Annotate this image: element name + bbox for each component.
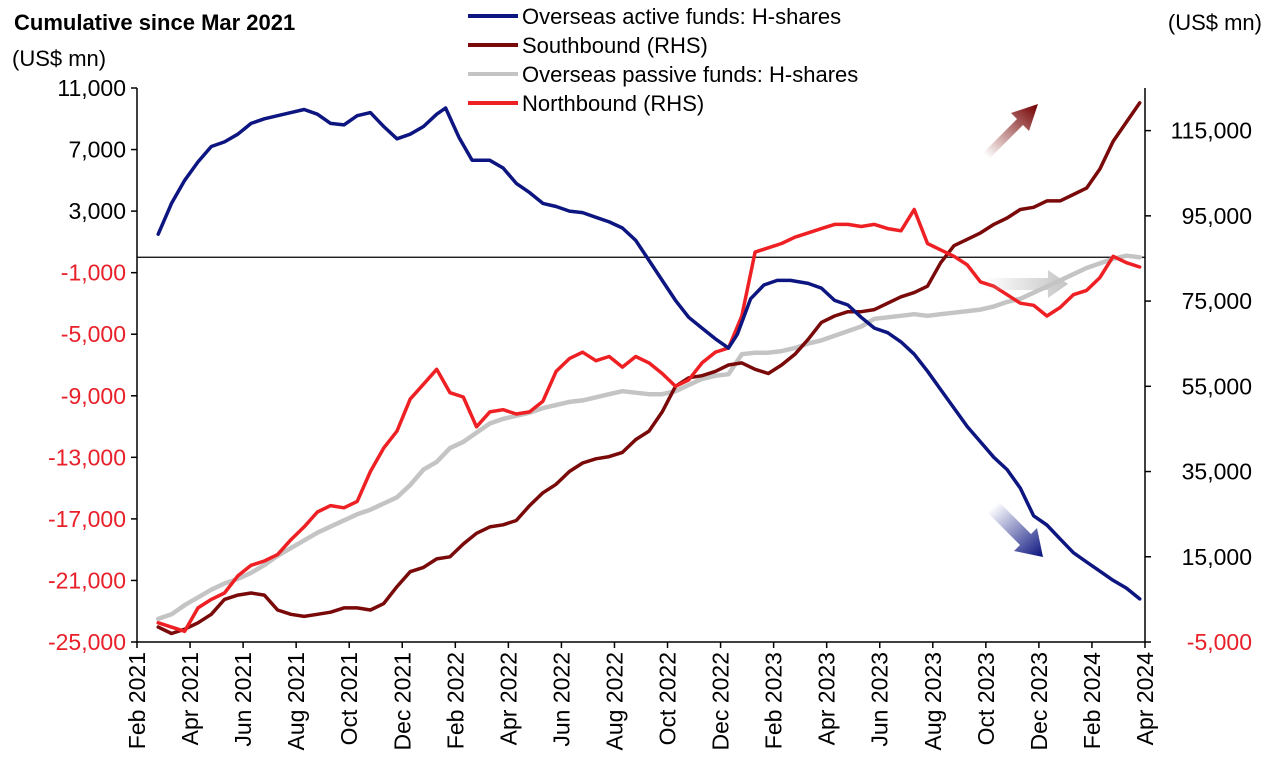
x-tick-label: Dec 2021 xyxy=(389,652,415,750)
trend-arrows xyxy=(981,104,1068,557)
x-tick-label: Apr 2024 xyxy=(1132,652,1158,746)
left-tick-label: 7,000 xyxy=(68,137,126,163)
left-axis: 11,000 7,000 3,000 -1,000 -5,000 -9,000 -13,00… xyxy=(48,75,138,655)
legend-label: Overseas passive funds: H-shares xyxy=(522,62,858,87)
series-layer xyxy=(155,101,1142,636)
chart-title: Cumulative since Mar 2021 xyxy=(14,10,295,35)
right-tick-label: -5,000 xyxy=(1187,629,1252,655)
x-tick-label: Dec 2022 xyxy=(708,652,734,750)
x-tick-label: Aug 2023 xyxy=(920,652,946,750)
left-axis-unit: (US$ mn) xyxy=(12,46,106,71)
right-tick-label: 55,000 xyxy=(1182,373,1252,399)
legend-item-overseas-active: Overseas active funds: H-shares xyxy=(468,4,841,29)
x-tick-label: Feb 2023 xyxy=(761,652,787,749)
left-tick-label: -9,000 xyxy=(61,383,126,409)
left-tick-label: -25,000 xyxy=(48,629,126,655)
x-tick-label: Dec 2023 xyxy=(1026,652,1052,750)
x-tick-label: Jun 2023 xyxy=(867,652,893,747)
x-tick-label: Oct 2023 xyxy=(973,652,999,745)
series-line-southbound xyxy=(156,101,1142,636)
x-tick-label: Apr 2023 xyxy=(814,652,840,745)
southbound-trend-arrow xyxy=(981,104,1038,161)
series-line-northbound xyxy=(156,207,1142,634)
left-tick-label: 11,000 xyxy=(57,75,126,101)
right-tick-label: 15,000 xyxy=(1182,544,1252,570)
legend-item-overseas-passive: Overseas passive funds: H-shares xyxy=(468,62,858,87)
x-tick-label: Oct 2022 xyxy=(655,652,681,745)
x-axis: Feb 2021 Apr 2021 Jun 2021 Aug 2021 Oct 2021… xyxy=(124,641,1158,750)
left-tick-label: -1,000 xyxy=(61,260,126,286)
x-tick-label: Aug 2022 xyxy=(601,652,627,750)
left-tick-label: -17,000 xyxy=(48,506,126,532)
x-tick-label: Oct 2021 xyxy=(336,652,362,745)
series-line-overseas-active xyxy=(156,106,1142,601)
left-tick-label: -5,000 xyxy=(61,321,126,347)
right-tick-label: 75,000 xyxy=(1182,288,1252,314)
legend-label: Southbound (RHS) xyxy=(522,33,708,58)
active-trend-arrow xyxy=(988,502,1043,557)
legend-label: Overseas active funds: H-shares xyxy=(522,4,841,29)
x-tick-label: Aug 2021 xyxy=(283,652,309,750)
right-tick-label: 35,000 xyxy=(1182,459,1252,485)
x-tick-label: Feb 2021 xyxy=(124,652,150,749)
legend-item-southbound: Southbound (RHS) xyxy=(468,33,708,58)
x-tick-label: Apr 2021 xyxy=(177,652,203,745)
x-tick-label: Jun 2022 xyxy=(548,652,574,747)
legend-item-northbound: Northbound (RHS) xyxy=(468,91,704,116)
series-line-overseas-passive xyxy=(155,253,1142,622)
x-tick-label: Feb 2024 xyxy=(1079,652,1105,749)
right-tick-label: 115,000 xyxy=(1171,118,1252,144)
left-tick-label: -13,000 xyxy=(48,444,126,470)
right-tick-label: 95,000 xyxy=(1182,203,1252,229)
left-tick-label: 3,000 xyxy=(68,198,126,224)
x-tick-label: Feb 2022 xyxy=(442,652,468,749)
x-tick-label: Jun 2021 xyxy=(230,652,256,747)
passive-trend-arrow xyxy=(985,270,1068,298)
left-tick-label: -21,000 xyxy=(48,567,126,593)
right-axis: 115,000 95,000 75,000 55,000 35,000 15,000 -5,… xyxy=(1144,88,1252,655)
x-tick-label: Apr 2022 xyxy=(495,652,521,745)
legend-label: Northbound (RHS) xyxy=(522,91,704,116)
right-axis-unit: (US$ mn) xyxy=(1168,10,1262,35)
legend: Overseas active funds: H-shares Southboun… xyxy=(468,4,858,116)
